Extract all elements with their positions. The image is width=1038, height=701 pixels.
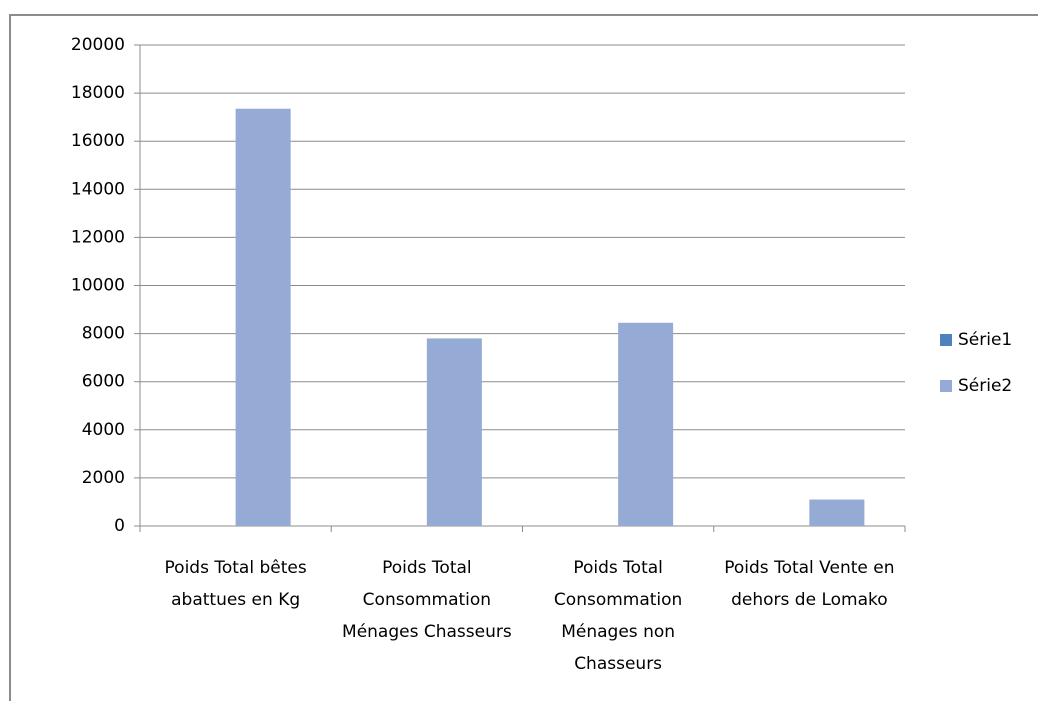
legend-swatch	[940, 380, 952, 392]
x-tick-label: Poids Total Vente en dehors de Lomako	[724, 558, 894, 610]
y-tick-label: 8000	[82, 324, 125, 344]
legend-swatch	[940, 334, 952, 346]
bar	[235, 108, 291, 527]
chart-frame	[9, 14, 1038, 701]
y-tick-label: 0	[114, 516, 125, 536]
y-tick-label: 2000	[82, 468, 125, 488]
x-tick-label: Poids Total Consommation Ménages non Chasse…	[554, 558, 682, 674]
x-tick-label: Poids Total bêtes abattues en Kg	[165, 558, 307, 610]
y-tick-label: 12000	[71, 227, 125, 247]
bar	[426, 338, 482, 526]
y-tick-label: 18000	[71, 83, 125, 103]
y-tick-label: 10000	[71, 276, 125, 296]
bar	[618, 322, 674, 526]
y-tick-label: 6000	[82, 372, 125, 392]
y-tick-label: 20000	[71, 35, 125, 55]
y-tick-label: 14000	[71, 179, 125, 199]
legend-label: Série1	[958, 330, 1012, 350]
bar	[809, 499, 865, 526]
legend-label: Série2	[958, 376, 1012, 396]
y-tick-label: 4000	[82, 420, 125, 440]
x-tick-label: Poids Total Consommation Ménages Chasseurs	[342, 558, 512, 642]
y-tick-label: 16000	[71, 131, 125, 151]
